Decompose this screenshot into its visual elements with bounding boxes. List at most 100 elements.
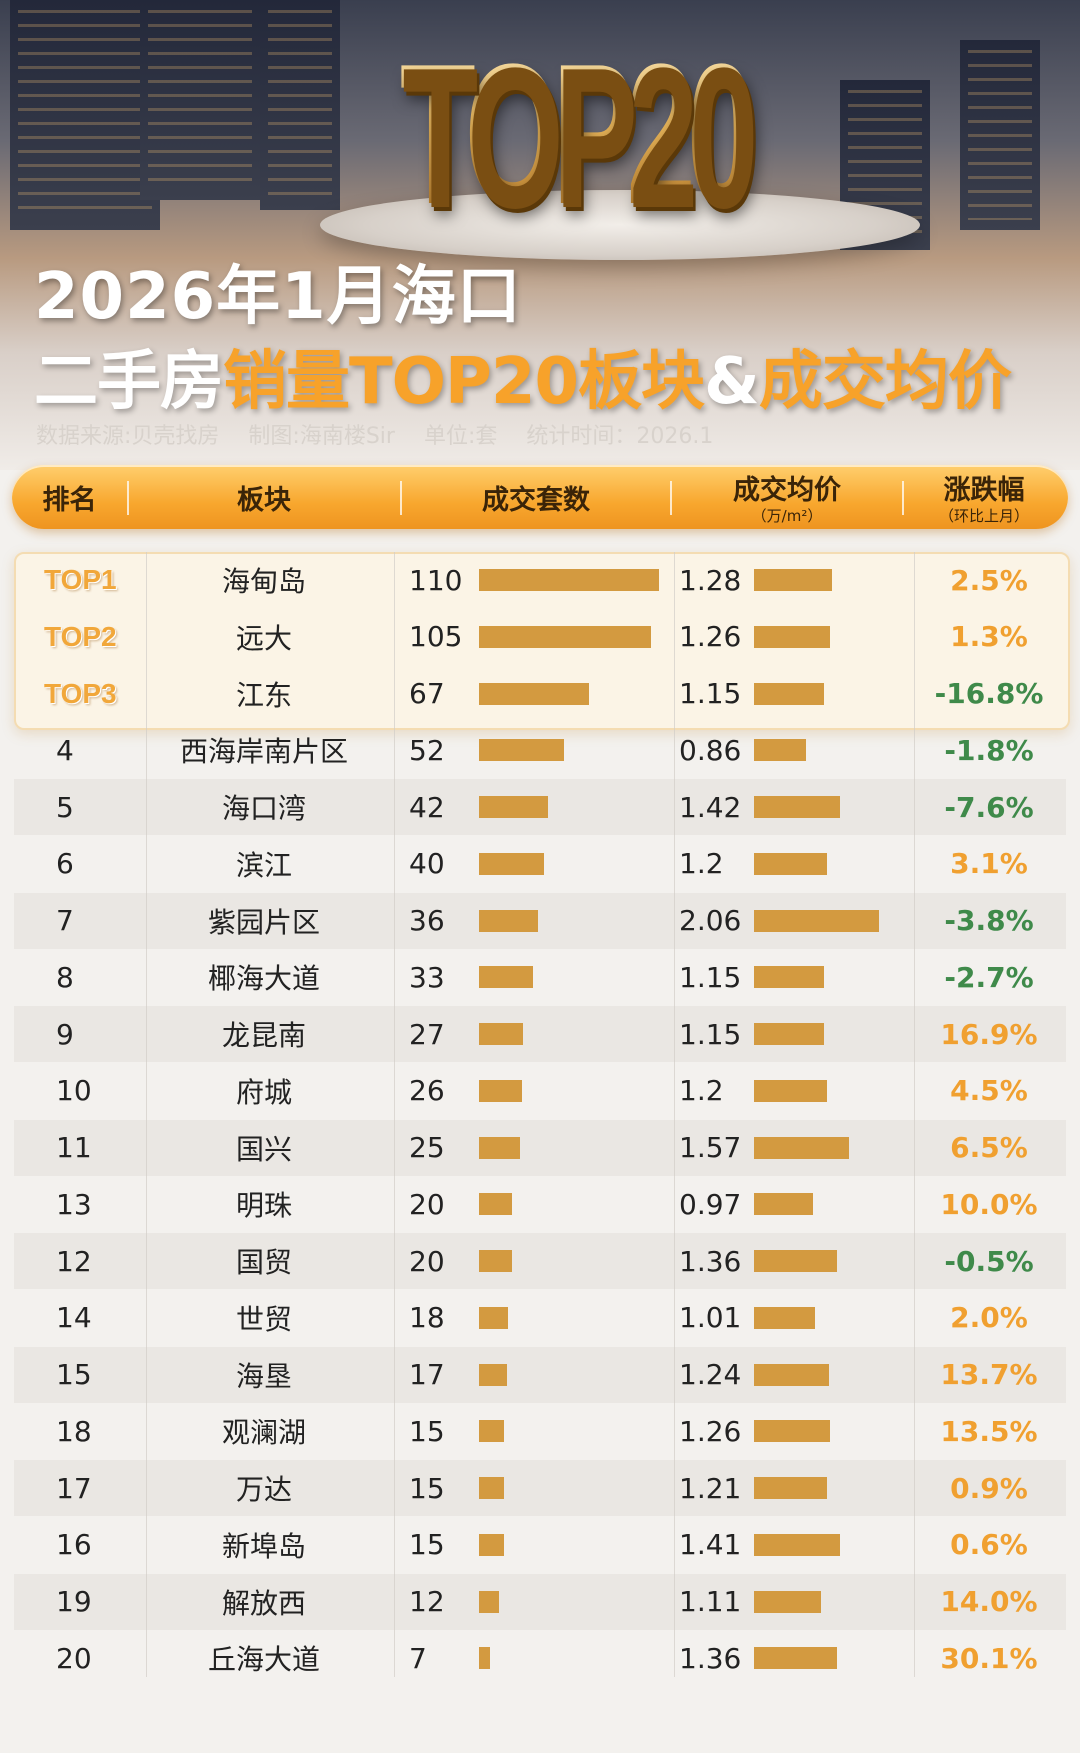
change-cell: 4.5% <box>950 1074 1028 1108</box>
count-bar <box>479 1647 491 1670</box>
subtitle-amp: & <box>704 345 760 419</box>
meta-source: 数据来源:贝壳找房 <box>36 424 220 449</box>
table-row: 11 国兴 25 1.57 6.5% <box>14 1119 1066 1176</box>
price-cell: 1.11 <box>679 1585 742 1618</box>
change-cell: 0.6% <box>950 1528 1028 1562</box>
price-bar <box>754 796 841 818</box>
header-change-note: （环比上月） <box>938 507 1029 525</box>
subtitle-highlight-2: 成交均价 <box>758 345 1012 419</box>
header-count: 成交套数 <box>402 465 670 529</box>
price-bar <box>754 1193 813 1216</box>
column-divider <box>146 552 147 1677</box>
table-row: TOP1 海甸岛 110 1.28 2.5% <box>14 552 1066 608</box>
count-cell: 52 <box>409 733 445 767</box>
count-cell: 15 <box>409 1528 445 1562</box>
meta-line: 数据来源:贝壳找房 制图:海南楼Sir 单位:套 统计时间：2026.1 <box>36 418 735 450</box>
price-cell: 1.15 <box>679 677 742 710</box>
building <box>140 0 260 200</box>
column-divider <box>674 552 675 1677</box>
page-subtitle: 二手房销量TOP20板块&成交均价 <box>34 330 1012 422</box>
column-divider <box>394 552 395 1677</box>
building <box>960 40 1040 230</box>
count-cell: 67 <box>409 677 445 710</box>
meta-unit: 单位:套 <box>423 424 498 449</box>
count-cell: 12 <box>409 1585 445 1618</box>
header-count-label: 成交套数 <box>482 484 590 516</box>
header-price-label: 成交均价 <box>733 475 841 506</box>
count-cell: 17 <box>409 1358 445 1391</box>
count-bar <box>479 625 651 648</box>
rank-cell: 5 <box>56 790 74 824</box>
area-cell: 万达 <box>235 1473 292 1506</box>
change-cell: 2.5% <box>950 563 1028 597</box>
price-cell: 1.15 <box>679 960 742 994</box>
price-bar <box>754 1647 837 1670</box>
table-row: 19 解放西 12 1.11 14.0% <box>14 1573 1066 1630</box>
header-price: 成交均价 （万/m²） <box>672 465 902 529</box>
table-row: 6 滨江 40 1.2 3.1% <box>14 836 1066 892</box>
column-divider <box>914 552 915 1677</box>
rank-cell: TOP1 <box>44 564 117 595</box>
header-change-label: 涨跌幅 <box>943 475 1025 506</box>
count-bar <box>479 1533 504 1556</box>
header-divider <box>670 481 672 515</box>
subtitle-prefix: 二手房 <box>34 345 224 419</box>
count-bar <box>479 1023 524 1045</box>
area-cell: 明珠 <box>235 1189 292 1223</box>
meta-maker: 制图:海南楼Sir <box>248 424 395 449</box>
area-cell: 新埠岛 <box>221 1529 306 1563</box>
hero-banner: TOP20 <box>0 0 1080 470</box>
table-row: TOP3 江东 67 1.15 -16.8% <box>14 666 1066 722</box>
count-cell: 18 <box>409 1301 445 1335</box>
count-cell: 20 <box>409 1187 445 1221</box>
rank-cell: 20 <box>56 1641 92 1675</box>
price-cell: 1.41 <box>679 1528 742 1562</box>
count-cell: 110 <box>409 563 463 597</box>
price-bar <box>754 1363 830 1386</box>
count-cell: 33 <box>409 960 445 994</box>
price-bar <box>754 1533 840 1556</box>
area-cell: 观澜湖 <box>221 1416 306 1450</box>
change-cell: 14.0% <box>940 1585 1038 1618</box>
area-cell: 海垦 <box>235 1359 292 1393</box>
change-cell: 13.5% <box>940 1414 1038 1448</box>
area-cell: 海甸岛 <box>221 565 306 598</box>
change-cell: 2.0% <box>950 1301 1028 1335</box>
count-bar <box>479 739 565 762</box>
table-row: 16 新埠岛 15 1.41 0.6% <box>14 1517 1066 1573</box>
area-cell: 滨江 <box>235 848 292 882</box>
change-cell: 3.1% <box>950 847 1028 881</box>
table-row: 7 紫园片区 36 2.06 -3.8% <box>14 892 1066 949</box>
table-row: TOP2 远大 105 1.26 1.3% <box>14 609 1066 665</box>
change-cell: -1.8% <box>944 733 1034 767</box>
rank-cell: 8 <box>56 960 74 994</box>
rank-cell: 17 <box>56 1471 92 1505</box>
table-row: 10 府城 26 1.2 4.5% <box>14 1063 1066 1119</box>
count-cell: 15 <box>409 1471 445 1505</box>
price-bar <box>754 1023 824 1045</box>
change-cell: 13.7% <box>940 1358 1038 1391</box>
rank-cell: 11 <box>56 1131 92 1164</box>
area-cell: 丘海大道 <box>207 1643 320 1677</box>
rank-cell: 15 <box>56 1358 92 1391</box>
count-bar <box>479 1250 512 1272</box>
count-cell: 105 <box>409 620 463 654</box>
header-divider <box>902 481 904 515</box>
page-title: 2026年1月海口 <box>34 260 522 334</box>
price-bar <box>754 739 807 762</box>
rank-cell: 19 <box>56 1585 92 1618</box>
change-cell: -0.5% <box>944 1244 1034 1278</box>
table-row: 15 海垦 17 1.24 13.7% <box>14 1346 1066 1403</box>
price-cell: 0.97 <box>679 1187 742 1221</box>
header-area: 板块 <box>129 465 399 529</box>
price-cell: 1.24 <box>679 1358 742 1391</box>
area-cell: 江东 <box>235 678 292 712</box>
meta-time: 统计时间：2026.1 <box>526 424 714 449</box>
rank-cell: 18 <box>56 1414 92 1448</box>
count-bar <box>479 569 659 591</box>
count-cell: 36 <box>409 904 445 937</box>
area-cell: 国贸 <box>235 1246 292 1279</box>
count-bar <box>479 682 589 705</box>
building <box>260 0 340 210</box>
price-cell: 1.01 <box>679 1301 742 1335</box>
